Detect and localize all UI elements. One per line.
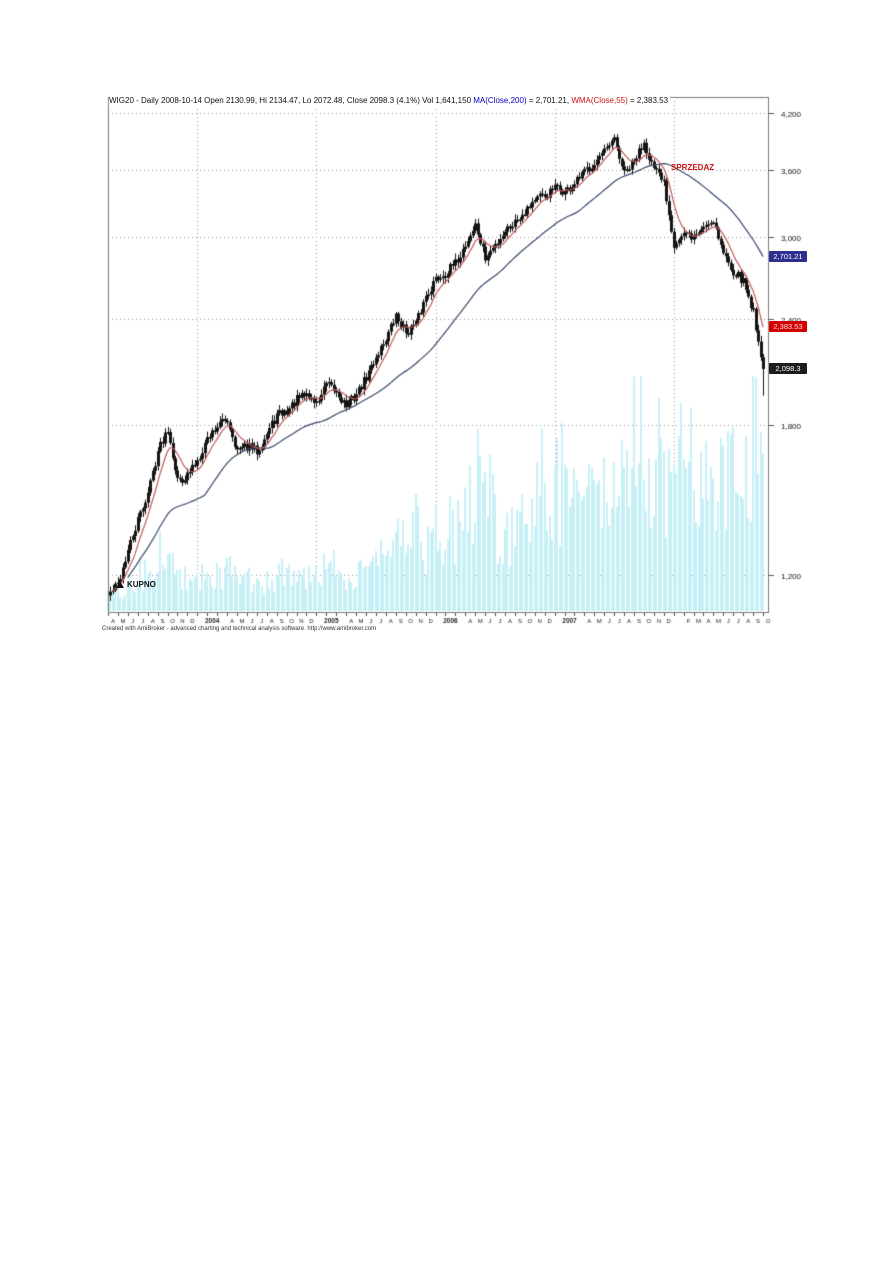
title-ma-label: MA(Close,200) <box>473 96 527 105</box>
wma-axis-badge: 2,383.53 <box>769 321 807 332</box>
buy-annotation-label: KUPNO <box>127 580 156 589</box>
price-chart: WIG20 - Daily 2008-10-14 Open 2130.99, H… <box>100 92 840 644</box>
buy-arrow-icon <box>116 581 124 588</box>
ma-axis-badge: 2,701.21 <box>769 251 807 262</box>
title-main-text: WIG20 - Daily 2008-10-14 Open 2130.99, H… <box>109 96 474 105</box>
close-axis-badge: 2,098.3 <box>769 363 807 374</box>
buy-annotation: KUPNO <box>116 580 156 589</box>
amibroker-credit: Created with AmiBroker - advanced charti… <box>102 626 377 632</box>
chart-title: WIG20 - Daily 2008-10-14 Open 2130.99, H… <box>109 96 671 107</box>
title-wma-value: = 2,383.53 <box>627 96 669 105</box>
sell-annotation: SPRZEDAZ <box>671 163 715 172</box>
title-ma-value: = 2,701.21, <box>526 96 572 105</box>
title-wma-label: WMA(Close,55) <box>571 96 628 105</box>
chart-canvas <box>100 92 840 644</box>
